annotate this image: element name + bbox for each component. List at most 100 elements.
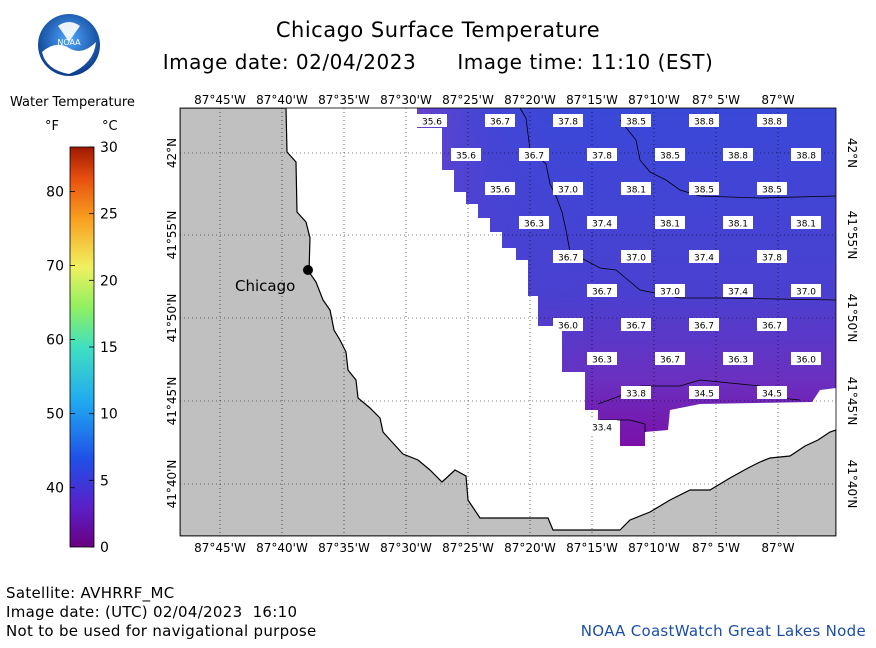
- sst-value: 37.4: [728, 288, 748, 298]
- sst-value: 33.8: [626, 390, 646, 400]
- sst-value: 38.8: [694, 118, 714, 128]
- sst-value: 34.5: [762, 390, 782, 400]
- sst-value: 38.1: [796, 220, 816, 230]
- sst-value: 38.5: [762, 186, 782, 196]
- latitude-labels-right: 42°N 41°55'N 41°50'N 41°45'N 41°40'N: [845, 138, 859, 509]
- colorbar-f-tick: 50: [46, 407, 64, 423]
- disclaimer: Not to be used for navigational purpose: [6, 622, 317, 640]
- lat-label: 41°50'N: [165, 294, 179, 343]
- logo-text: NOAA: [57, 38, 81, 47]
- sst-value: 37.4: [592, 220, 612, 230]
- sst-value: 35.6: [456, 152, 476, 162]
- sst-value-labels: 35.6 36.7 37.8 38.5 38.8 38.8 35.6 36.7 37.8 38.5…: [417, 114, 821, 434]
- colorbar-c-tick: 10: [100, 407, 118, 423]
- sst-value: 36.7: [626, 322, 646, 332]
- colorbar-c-tick: 25: [100, 207, 118, 223]
- sst-value: 36.0: [558, 322, 578, 332]
- sst-value: 37.0: [660, 288, 680, 298]
- sst-value: 33.4: [592, 424, 612, 434]
- lon-label: 87°15'W: [566, 93, 618, 107]
- sst-value: 38.5: [694, 186, 714, 196]
- sst-value: 34.5: [694, 390, 714, 400]
- utc-datetime: Image date: (UTC) 02/04/2023 16:10: [6, 603, 298, 621]
- sst-value: 38.8: [728, 152, 748, 162]
- lon-label: 87°W: [761, 93, 794, 107]
- lon-label: 87° 5'W: [692, 541, 740, 555]
- lon-label: 87°40'W: [256, 541, 308, 555]
- lat-label: 41°40'N: [845, 460, 859, 509]
- unit-celsius: °C: [102, 119, 118, 134]
- page-title: Chicago Surface Temperature: [275, 18, 601, 42]
- sst-value: 36.3: [524, 220, 544, 230]
- sst-value: 36.0: [796, 356, 816, 366]
- lat-label: 41°50'N: [845, 294, 859, 343]
- sst-value: 37.0: [558, 186, 578, 196]
- sst-value: 36.3: [592, 356, 612, 366]
- lat-label: 41°55'N: [165, 211, 179, 260]
- lat-label: 42°N: [165, 138, 179, 168]
- sst-value: 37.0: [626, 254, 646, 264]
- sst-value: 38.8: [762, 118, 782, 128]
- sst-value: 38.1: [626, 186, 646, 196]
- land-west: [180, 108, 836, 536]
- lon-label: 87°35'W: [318, 541, 370, 555]
- longitude-labels-bottom: 87°45'W 87°40'W 87°35'W 87°30'W 87°25'W 87°20…: [194, 541, 795, 555]
- sst-value: 36.7: [490, 118, 510, 128]
- sst-value: 35.6: [490, 186, 510, 196]
- lat-label: 41°40'N: [165, 460, 179, 509]
- lon-label: 87°W: [761, 541, 794, 555]
- sst-value: 36.3: [728, 356, 748, 366]
- colorbar-f-tick: 40: [46, 481, 64, 497]
- lon-label: 87° 5'W: [692, 93, 740, 107]
- chicago-marker: [303, 265, 313, 275]
- lon-label: 87°25'W: [442, 93, 494, 107]
- legend-title: Water Temperature: [10, 95, 135, 110]
- sst-value: 37.8: [558, 118, 578, 128]
- noaa-logo: NOAA: [38, 14, 100, 76]
- longitude-labels-top: 87°45'W 87°40'W 87°35'W 87°30'W 87°25'W 87°20…: [194, 93, 795, 107]
- lat-label: 41°45'N: [845, 377, 859, 426]
- lon-label: 87°45'W: [194, 541, 246, 555]
- lon-label: 87°25'W: [442, 541, 494, 555]
- lon-label: 87°30'W: [380, 93, 432, 107]
- credit-link[interactable]: NOAA CoastWatch Great Lakes Node: [580, 622, 866, 640]
- colorbar-c-tick: 0: [100, 540, 109, 556]
- lat-lon-grid: [180, 108, 836, 536]
- sst-value: 36.7: [694, 322, 714, 332]
- unit-fahrenheit: °F: [45, 119, 59, 134]
- satellite-info: Satellite: AVHRRF_MC: [6, 584, 175, 602]
- latitude-labels-left: 42°N 41°55'N 41°50'N 41°45'N 41°40'N: [165, 138, 179, 509]
- colorbar-f-tick: 60: [46, 333, 64, 349]
- colorbar-c-tick: 20: [100, 273, 118, 289]
- lon-label: 87°45'W: [194, 93, 246, 107]
- sst-value: 37.8: [762, 254, 782, 264]
- sst-value: 36.7: [524, 152, 544, 162]
- sst-value: 37.4: [694, 254, 714, 264]
- sst-value: 37.8: [592, 152, 612, 162]
- lon-label: 87°10'W: [628, 541, 680, 555]
- chicago-label: Chicago: [235, 277, 295, 295]
- lat-label: 42°N: [845, 138, 859, 168]
- lon-label: 87°30'W: [380, 541, 432, 555]
- lon-label: 87°10'W: [628, 93, 680, 107]
- sst-value: 36.7: [762, 322, 782, 332]
- sst-value: 38.5: [660, 152, 680, 162]
- sst-value: 38.1: [660, 220, 680, 230]
- sst-value: 36.7: [558, 254, 578, 264]
- sst-value: 36.7: [660, 356, 680, 366]
- sst-value: 38.1: [728, 220, 748, 230]
- lon-label: 87°20'W: [504, 541, 556, 555]
- lon-label: 87°35'W: [318, 93, 370, 107]
- colorbar-c-tick: 15: [100, 340, 118, 356]
- lat-label: 41°45'N: [165, 377, 179, 426]
- lon-label: 87°40'W: [256, 93, 308, 107]
- sst-value: 35.6: [422, 118, 442, 128]
- colorbar-f-tick: 70: [46, 259, 64, 275]
- lon-label: 87°20'W: [504, 93, 556, 107]
- sst-value: 36.7: [592, 288, 612, 298]
- lat-label: 41°55'N: [845, 211, 859, 260]
- colorbar-c-tick: 5: [100, 473, 109, 489]
- image-datetime: Image date: 02/04/2023 Image time: 11:10…: [162, 50, 714, 74]
